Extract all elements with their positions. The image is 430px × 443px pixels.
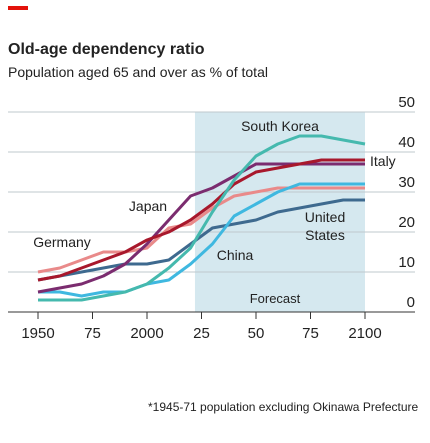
series-label: Italy: [370, 153, 396, 169]
series-line: [37, 186, 365, 274]
x-tick-label: 50: [248, 325, 265, 342]
x-tick-label: 25: [193, 325, 210, 342]
series-line: [37, 198, 365, 282]
series-label: United States: [305, 209, 345, 243]
x-tick-label: 1950: [21, 325, 54, 342]
x-tick-label: 75: [84, 325, 101, 342]
footnote: *1945-71 population excluding Okinawa Pr…: [148, 400, 419, 414]
series-line: [38, 134, 366, 302]
y-tick-label: 50: [398, 94, 415, 111]
series-line: [37, 158, 365, 282]
series-line: [38, 182, 365, 298]
y-tick-label: 20: [398, 214, 415, 231]
forecast-label: Forecast: [250, 291, 301, 306]
series-label: South Korea: [241, 118, 319, 134]
series-line: [37, 162, 365, 294]
brand-bar: [8, 6, 28, 10]
chart-subtitle: Population aged 65 and over as % of tota…: [8, 64, 268, 80]
x-tick-label: 2100: [348, 325, 381, 342]
x-tick-label: 2000: [130, 325, 163, 342]
y-tick-label: 30: [398, 174, 415, 191]
y-tick-label: 40: [398, 134, 415, 151]
x-tick-label: 75: [302, 325, 319, 342]
chart-title: Old-age dependency ratio: [8, 41, 205, 58]
y-tick-label: 0: [407, 294, 415, 311]
series-label: China: [217, 247, 254, 263]
y-tick-label: 10: [398, 254, 415, 271]
series-label: Japan: [129, 198, 167, 214]
series-label: Germany: [33, 234, 91, 250]
